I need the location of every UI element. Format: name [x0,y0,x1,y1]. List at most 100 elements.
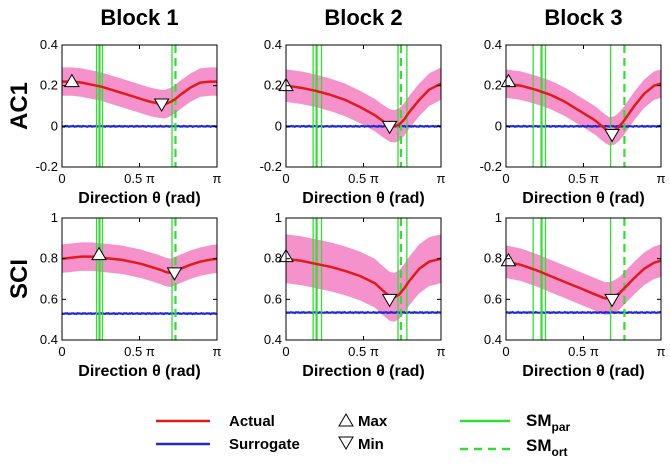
y-tick-label: 0.8 [264,251,282,266]
x-axis-label: Direction θ (rad) [302,363,424,380]
x-tick-label: 0.5 π [124,171,155,186]
legend-surrogate-label: Surrogate [229,436,300,453]
panel-plot-area [62,45,217,167]
y-tick-label: 0.4 [264,332,282,347]
min-marker-icon [381,120,398,135]
x-tick-label: 0.5 π [348,344,379,359]
min-marker-icon [153,98,170,112]
axes-frame [61,217,218,341]
x-tick-label: 0.5 π [124,344,155,359]
x-axis-label: Direction θ (rad) [302,190,424,207]
panel-plot-area [62,218,217,340]
x-tick-label: 0 [282,171,289,186]
max-marker-icon [500,252,517,267]
panel-plot-area [286,45,441,167]
y-tick-label: 0.6 [264,291,282,306]
confidence-band [62,67,217,119]
y-tick-label: 0 [495,118,502,133]
y-tick-label: 1 [51,210,58,225]
legend-max-marker-icon [338,413,354,427]
y-tick-label: 0.4 [484,332,502,347]
confidence-band [506,69,661,146]
panel-plot-area [286,218,441,340]
block-title-2: Block 2 [324,5,402,30]
x-axis-label: Direction θ (rad) [522,363,644,380]
y-tick-label: 0.2 [40,78,58,93]
surrogate-line [506,124,661,129]
panel-r2-c1: 0.4 0.6 0.8 1 0 0.5 π π Direction θ (rad) [40,210,222,380]
min-marker-icon [381,293,398,308]
panel-plot-area [506,218,661,340]
legend-sm-ort-base: SM [526,436,552,455]
x-tick-label: π [213,171,222,186]
y-tick-label: 1 [495,210,502,225]
y-tick-label: 0 [51,118,58,133]
y-tick-label: 0.8 [484,251,502,266]
max-marker-icon [91,246,107,261]
max-marker-icon [500,73,517,88]
min-marker-icon [604,293,620,308]
x-axis-label: Direction θ (rad) [78,190,200,207]
block-title-1: Block 1 [100,5,178,30]
y-tick-label: 0 [275,118,282,133]
x-tick-label: 0 [58,344,65,359]
panel-r2-c2: 0.4 0.6 0.8 1 0 0.5 π π Direction θ (rad) [264,210,446,380]
legend-sm-ort-sub: ort [552,445,568,459]
max-marker-icon [63,73,80,88]
x-tick-label: 0 [282,344,289,359]
surrogate-line [286,124,441,129]
surrogate-line [62,124,217,129]
y-tick-label: -0.2 [36,159,58,174]
y-tick-label: 0.2 [264,78,282,93]
x-axis-label: Direction θ (rad) [78,363,200,380]
confidence-band [286,67,441,143]
actual-line [62,80,217,106]
min-marker-icon [166,267,183,281]
x-tick-label: 0 [502,344,509,359]
legend-min-label: Min [358,436,384,453]
legend-sm-par-sub: par [552,420,571,434]
y-tick-label: 1 [275,210,282,225]
y-tick-label: 0.6 [40,291,58,306]
x-tick-label: 0 [58,171,65,186]
block-title-3: Block 3 [544,5,622,30]
x-tick-label: 0.5 π [568,344,599,359]
legend-min-marker-icon [338,436,354,450]
x-tick-label: 0.5 π [568,171,599,186]
x-tick-label: π [657,344,666,359]
x-tick-label: 0.5 π [348,171,379,186]
actual-line [62,255,217,275]
row-label-ac1: AC1 [6,82,33,130]
y-tick-label: 0.6 [484,291,502,306]
surrogate-line [286,310,441,315]
x-axis-label: Direction θ (rad) [522,190,644,207]
confidence-band [506,244,661,315]
y-tick-label: 0.4 [264,37,282,52]
surrogate-line [62,311,217,316]
y-tick-label: 0.2 [484,78,502,93]
y-tick-label: 0.4 [484,37,502,52]
x-tick-label: 0 [502,171,509,186]
row-label-sci: SCI [6,259,33,299]
x-tick-label: π [657,171,666,186]
legend-sm-par-base: SM [526,411,552,430]
legend: Actual Surrogate Max Min SMpar SMort [156,411,571,459]
chrome-group: Block 1 Block 2 Block 3 AC1 SCI [6,5,623,299]
legend-sm-par-label: SMpar [526,411,571,434]
y-tick-label: 0.8 [40,251,58,266]
y-tick-label: 0.4 [40,332,58,347]
x-tick-label: π [213,344,222,359]
y-tick-label: 0.4 [40,37,58,52]
legend-sm-ort-label: SMort [526,436,568,459]
y-tick-label: -0.2 [260,159,282,174]
surrogate-line [506,310,661,315]
legend-max-label: Max [358,413,388,430]
panel-r2-c3: 0.4 0.6 0.8 1 0 0.5 π π Direction θ (rad) [484,210,666,380]
legend-actual-label: Actual [229,413,275,430]
y-tick-label: -0.2 [480,159,502,174]
